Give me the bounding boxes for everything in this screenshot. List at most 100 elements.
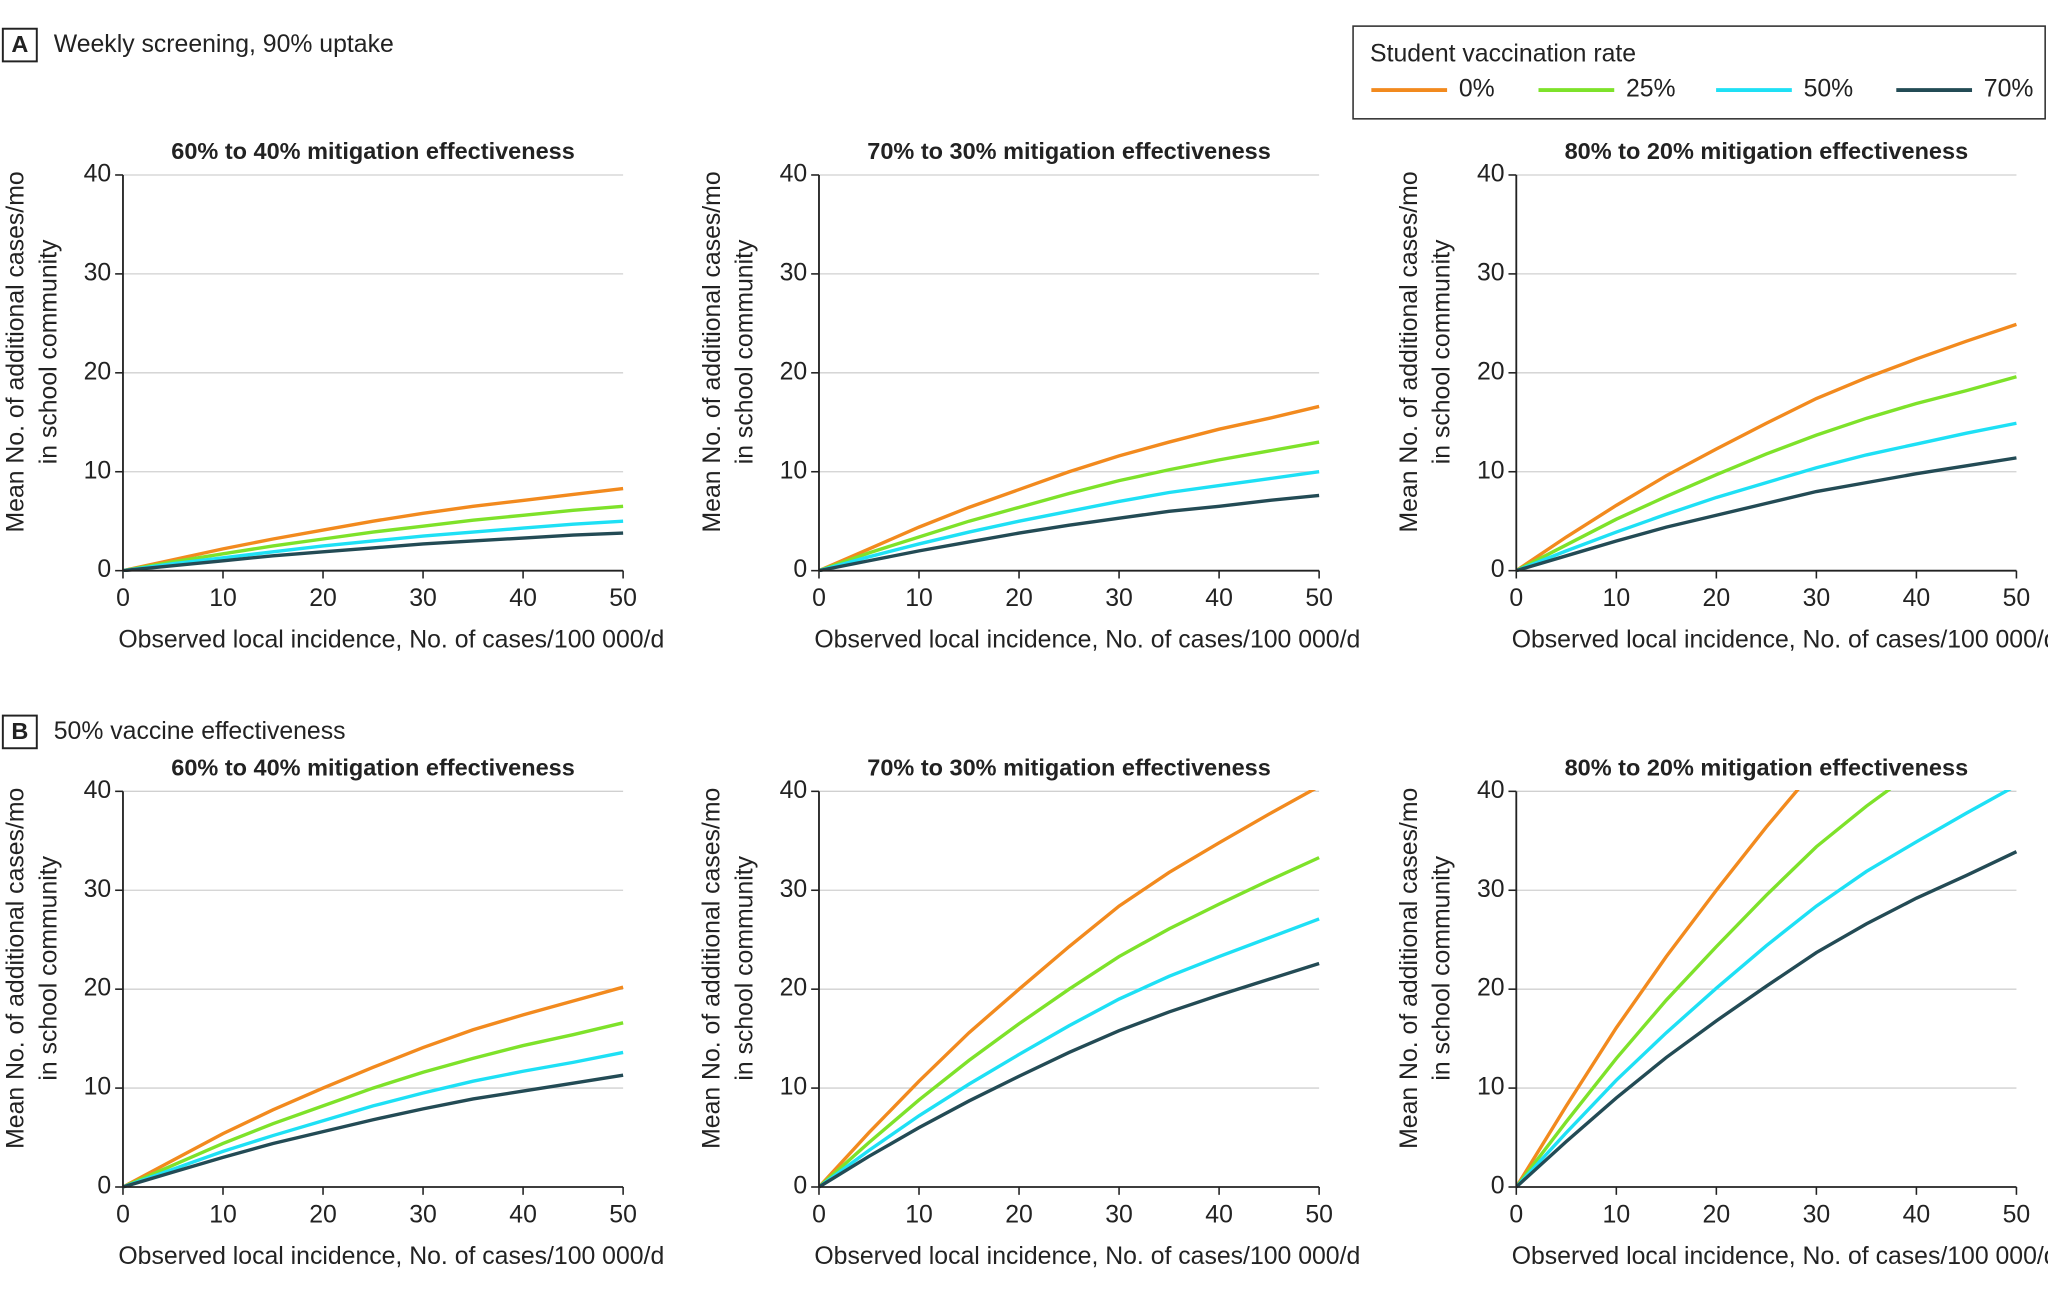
legend-label: 0% (1459, 76, 1495, 103)
x-tick-label: 50 (609, 1201, 637, 1228)
y-axis-label: Mean No. of additional cases/mo (1396, 788, 1423, 1149)
x-tick-label: 0 (812, 1201, 826, 1228)
series-line (122, 519, 624, 572)
x-tick-label: 50 (1305, 1201, 1333, 1228)
x-tick-label: 0 (1509, 585, 1523, 612)
y-tick-label: 30 (84, 876, 112, 903)
y-tick-label: 20 (780, 358, 808, 385)
x-tick-label: 20 (1703, 585, 1731, 612)
series-line (122, 486, 624, 572)
series-line (818, 493, 1320, 572)
y-tick-label: 40 (84, 161, 112, 188)
series-line (818, 470, 1320, 572)
x-tick-label: 50 (2003, 1201, 2031, 1228)
series-line (818, 404, 1320, 572)
x-tick-label: 40 (509, 585, 537, 612)
y-tick-label: 40 (780, 161, 808, 188)
y-axis-label: in school community (731, 855, 758, 1080)
x-axis-label: Observed local incidence, No. of cases/1… (118, 1243, 664, 1270)
y-tick-label: 10 (1477, 457, 1505, 484)
y-tick-label: 10 (780, 457, 808, 484)
legend-box (1352, 25, 2046, 120)
y-tick-label: 0 (793, 1173, 807, 1200)
chart-title: 80% to 20% mitigation effectiveness (1565, 754, 1969, 780)
legend-label: 50% (1804, 76, 1854, 103)
x-tick-label: 50 (2003, 585, 2031, 612)
series-line (818, 856, 1320, 1189)
x-tick-label: 0 (116, 1201, 130, 1228)
y-tick-label: 20 (84, 975, 112, 1002)
series-line (818, 961, 1320, 1189)
y-tick-label: 10 (1477, 1074, 1505, 1101)
y-axis-label: in school community (35, 855, 62, 1080)
series-line (1516, 375, 2017, 572)
x-tick-label: 40 (1903, 1201, 1931, 1228)
y-tick-label: 20 (1477, 975, 1505, 1002)
x-tick-label: 0 (812, 585, 826, 612)
x-tick-label: 40 (1205, 1201, 1233, 1228)
y-tick-label: 0 (97, 556, 111, 583)
y-tick-label: 40 (1477, 777, 1505, 804)
y-tick-label: 40 (780, 777, 808, 804)
legend-label: 25% (1626, 76, 1676, 103)
legend-title: Student vaccination rate (1370, 40, 1636, 67)
y-tick-label: 30 (1477, 876, 1505, 903)
y-axis-label: Mean No. of additional cases/mo (3, 788, 30, 1149)
x-tick-label: 20 (1005, 585, 1033, 612)
y-tick-label: 0 (1491, 556, 1505, 583)
y-tick-label: 30 (1477, 259, 1505, 286)
x-tick-label: 0 (116, 585, 130, 612)
y-axis-label: Mean No. of additional cases/mo (3, 171, 30, 532)
y-tick-label: 10 (84, 457, 112, 484)
x-tick-label: 40 (509, 1201, 537, 1228)
y-axis-label: Mean No. of additional cases/mo (699, 788, 726, 1149)
series-line (1516, 790, 1800, 1188)
series-line (1516, 322, 2017, 572)
x-tick-label: 40 (1903, 585, 1931, 612)
y-tick-label: 40 (84, 777, 112, 804)
panel-badge (1, 27, 38, 63)
x-tick-label: 10 (1603, 1201, 1631, 1228)
y-tick-label: 0 (793, 556, 807, 583)
y-axis-label: Mean No. of additional cases/mo (1396, 171, 1423, 532)
panel-letter: A (11, 31, 28, 57)
series-line (1516, 850, 2018, 1189)
series-line (818, 440, 1320, 572)
y-tick-label: 40 (1477, 161, 1505, 188)
panel-title: Weekly screening, 90% uptake (54, 31, 394, 58)
x-tick-label: 30 (409, 585, 437, 612)
x-tick-label: 30 (1105, 1201, 1133, 1228)
x-tick-label: 30 (1803, 1201, 1831, 1228)
x-tick-label: 50 (1305, 585, 1333, 612)
series-line (818, 790, 1317, 1189)
y-tick-label: 0 (1491, 1173, 1505, 1200)
y-tick-label: 20 (1477, 358, 1505, 385)
y-axis-label: in school community (1429, 855, 1456, 1080)
x-tick-label: 10 (905, 1201, 933, 1228)
y-axis-label: in school community (1429, 239, 1456, 464)
y-tick-label: 10 (780, 1074, 808, 1101)
x-tick-label: 50 (609, 585, 637, 612)
series-line (818, 917, 1320, 1189)
x-tick-label: 10 (1603, 585, 1631, 612)
series-line (122, 504, 624, 572)
x-axis-label: Observed local incidence, No. of cases/1… (1512, 627, 2048, 654)
x-axis-label: Observed local incidence, No. of cases/1… (814, 1243, 1360, 1270)
chart-title: 60% to 40% mitigation effectiveness (171, 754, 575, 780)
x-tick-label: 30 (1105, 585, 1133, 612)
y-tick-label: 0 (97, 1173, 111, 1200)
series-line (1516, 456, 2017, 572)
legend-label: 70% (1984, 76, 2034, 103)
y-tick-label: 20 (780, 975, 808, 1002)
panel-title: 50% vaccine effectiveness (54, 718, 346, 745)
x-tick-label: 20 (309, 585, 337, 612)
y-tick-label: 20 (84, 358, 112, 385)
chart-title: 70% to 30% mitigation effectiveness (867, 754, 1271, 780)
y-tick-label: 30 (780, 876, 808, 903)
panel-badge (1, 714, 38, 750)
series-line (122, 1073, 624, 1189)
x-tick-label: 30 (1803, 585, 1831, 612)
y-axis-label: in school community (731, 239, 758, 464)
x-tick-label: 20 (1005, 1201, 1033, 1228)
